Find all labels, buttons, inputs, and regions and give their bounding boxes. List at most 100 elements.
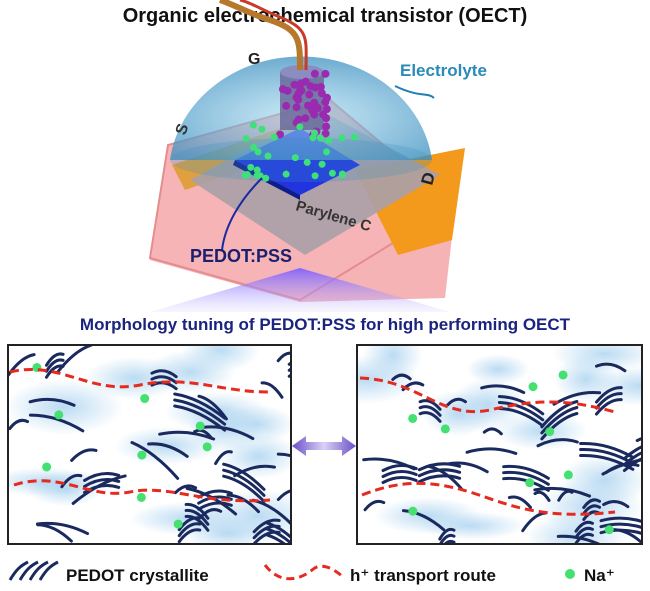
legend-ion: Na⁺	[584, 566, 615, 585]
cation	[264, 152, 272, 160]
shape	[18, 560, 39, 581]
chain	[222, 474, 266, 503]
chain	[418, 411, 442, 423]
legend-crystallite: PEDOT crystallite	[66, 566, 209, 585]
chain	[582, 498, 602, 509]
chain	[417, 462, 462, 472]
shape	[221, 177, 263, 251]
shape	[150, 268, 450, 312]
chain	[83, 472, 121, 482]
chain	[445, 397, 467, 407]
haze	[450, 378, 526, 431]
subtitle: Morphology tuning of PEDOT:PSS for high …	[80, 315, 571, 334]
anion	[282, 101, 291, 110]
haze	[551, 345, 642, 373]
anion	[305, 90, 314, 99]
chain	[265, 527, 291, 544]
chain	[594, 386, 623, 404]
anion	[301, 77, 310, 86]
anion	[311, 83, 320, 92]
anion	[322, 93, 331, 102]
anion	[292, 103, 301, 112]
cation	[318, 160, 326, 168]
cation	[253, 166, 261, 174]
chain	[276, 452, 291, 458]
chain	[611, 528, 642, 544]
haze	[84, 356, 185, 400]
chain	[287, 367, 291, 372]
chain	[599, 516, 642, 524]
shape	[292, 436, 356, 456]
chain	[214, 450, 233, 466]
chain	[363, 499, 386, 512]
chain	[287, 373, 291, 378]
shape	[394, 85, 435, 99]
chain	[130, 441, 180, 480]
shape	[356, 344, 643, 545]
chain	[83, 484, 121, 494]
anion	[301, 114, 310, 123]
chain	[197, 501, 233, 511]
chain	[401, 509, 446, 532]
anion	[322, 122, 331, 131]
shape	[9, 367, 269, 394]
chain	[601, 458, 642, 476]
cation	[202, 442, 212, 452]
chain	[70, 448, 98, 462]
cation	[323, 148, 331, 156]
chain	[533, 486, 592, 498]
cation	[254, 148, 262, 156]
cation	[408, 413, 418, 423]
anion	[278, 85, 287, 94]
chain	[497, 395, 545, 416]
chain	[622, 457, 642, 472]
cation	[563, 470, 573, 480]
haze	[373, 497, 483, 535]
chain	[391, 373, 412, 381]
cation	[136, 492, 146, 502]
shape	[8, 560, 59, 581]
channel-label: PEDOT:PSS	[190, 246, 292, 266]
anion	[317, 89, 326, 98]
chain	[150, 375, 178, 385]
shape	[239, 0, 308, 71]
chain	[177, 528, 202, 544]
chain	[533, 490, 551, 502]
chain	[233, 464, 276, 478]
cation	[558, 370, 568, 380]
chain	[536, 438, 579, 448]
chain	[252, 530, 281, 544]
chain	[635, 436, 642, 443]
haze	[8, 379, 124, 435]
chain	[173, 392, 227, 420]
chain	[599, 522, 642, 530]
anion	[294, 115, 303, 124]
haze	[357, 354, 420, 404]
chain	[44, 358, 65, 373]
anion	[276, 130, 285, 139]
cation	[317, 134, 325, 142]
chain	[465, 447, 518, 455]
cation	[247, 163, 255, 171]
anion	[310, 69, 319, 78]
chain	[197, 495, 233, 505]
cation	[270, 133, 278, 141]
cation	[242, 135, 250, 143]
shape	[565, 569, 575, 579]
chain	[438, 527, 456, 541]
shape	[263, 564, 343, 581]
anion	[321, 129, 330, 138]
chain	[594, 392, 623, 410]
title: Organic electrochemical transistor (OECT…	[123, 5, 528, 27]
chain	[173, 484, 198, 495]
chain	[83, 478, 121, 488]
cation	[243, 171, 251, 179]
anion	[296, 85, 305, 94]
drain-label: D	[418, 170, 440, 187]
anion	[319, 110, 328, 119]
chain	[184, 502, 210, 520]
chain	[276, 351, 291, 363]
chain	[574, 520, 594, 533]
chain	[574, 526, 594, 539]
